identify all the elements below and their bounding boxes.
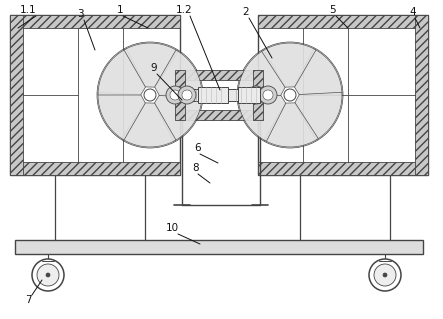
Text: 5: 5 [330,5,336,15]
Polygon shape [294,49,342,95]
Bar [415,15,428,175]
Text: 6: 6 [194,143,201,153]
Circle shape [37,264,59,286]
Polygon shape [238,50,285,98]
Circle shape [259,86,277,104]
Text: 1: 1 [117,5,123,15]
Circle shape [251,90,261,100]
Bar [15,240,423,254]
Bar [238,87,260,103]
Polygon shape [122,103,176,147]
Polygon shape [264,103,319,147]
Text: 10: 10 [165,223,179,233]
Polygon shape [98,92,145,140]
Circle shape [369,259,401,291]
Polygon shape [262,43,316,87]
Bar [10,162,180,175]
Bar [175,89,268,101]
Circle shape [263,90,273,100]
Circle shape [178,86,196,104]
Text: 8: 8 [193,163,199,173]
Circle shape [247,86,265,104]
Text: 1.2: 1.2 [176,5,192,15]
Bar [198,87,228,103]
Text: 1.1: 1.1 [19,5,36,15]
Text: 9: 9 [151,63,157,73]
Circle shape [32,259,64,291]
Bar [10,15,180,175]
Polygon shape [124,43,179,87]
Circle shape [46,273,50,277]
Bar [258,162,428,175]
Polygon shape [295,92,342,140]
Circle shape [374,264,396,286]
Circle shape [144,89,156,101]
Polygon shape [98,49,146,95]
Circle shape [284,89,296,101]
Polygon shape [238,95,286,141]
Circle shape [166,86,184,104]
Polygon shape [155,50,202,98]
Text: 7: 7 [25,295,31,305]
Text: 2: 2 [243,7,249,17]
Circle shape [170,90,180,100]
Bar [10,15,23,175]
Bar [10,15,180,28]
Bar [180,110,258,120]
Circle shape [383,273,387,277]
Bar [258,15,428,28]
Text: 4: 4 [410,7,416,17]
Circle shape [182,90,192,100]
Bar [258,15,428,175]
Bar [180,70,258,80]
Text: 3: 3 [77,9,83,19]
Bar [175,70,185,120]
Polygon shape [154,95,202,141]
Bar [253,70,263,120]
